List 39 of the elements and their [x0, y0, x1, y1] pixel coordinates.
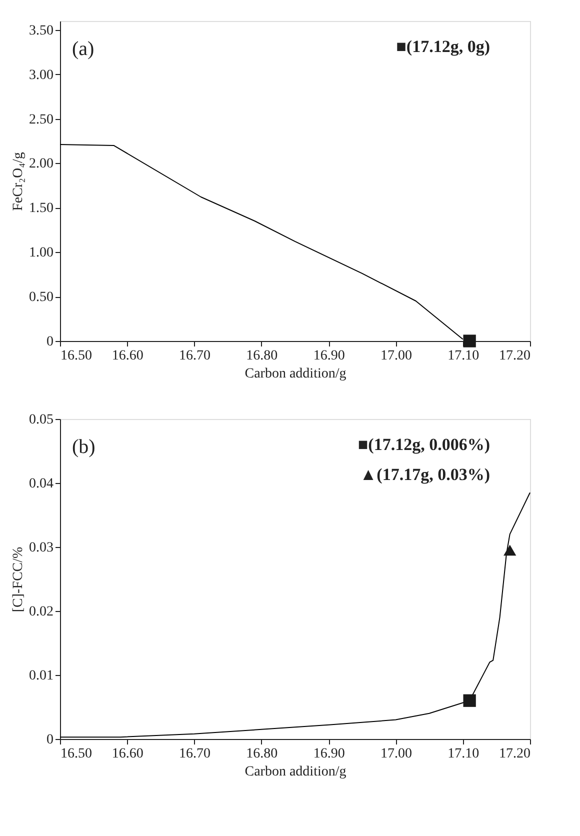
y-tick-label: 0 [46, 334, 54, 350]
x-tick-label: 17.00 [380, 348, 412, 364]
x-tick-label: 17.20 [499, 746, 530, 762]
annotation: (a) [72, 38, 94, 60]
y-axis-title: [C]-FCC/% [11, 546, 26, 612]
x-tick-label: 16.80 [246, 746, 278, 762]
x-tick-label: 16.60 [112, 348, 144, 364]
annotation: ■(17.12g, 0g) [396, 37, 490, 56]
y-tick-label: 3.00 [29, 68, 54, 83]
y-tick-label: 0.03 [29, 540, 54, 556]
x-tick-label: 16.90 [313, 348, 345, 364]
x-tick-label: 17.00 [380, 746, 412, 762]
y-tick-label: 0.50 [29, 290, 54, 306]
y-tick-label: 0.02 [29, 604, 54, 620]
x-tick-label: 17.20 [499, 348, 530, 364]
x-tick-label: 16.70 [179, 348, 211, 364]
y-tick-label: 0.04 [29, 476, 54, 492]
y-tick-label: 1.00 [29, 246, 54, 261]
y-axis-title: FeCr₂O₄/g [11, 152, 26, 211]
x-tick-label: 16.60 [112, 746, 144, 762]
annotation: ■(17.12g, 0.006%) [358, 435, 490, 454]
x-tick-label: 16.90 [313, 746, 345, 762]
x-tick-label: 16.70 [179, 746, 211, 762]
annotation: (b) [72, 436, 96, 458]
x-axis-title: Carbon addition/g [244, 366, 346, 382]
x-axis-title: Carbon addition/g [244, 764, 346, 780]
y-tick-label: 0 [46, 732, 54, 748]
x-tick-label: 17.10 [448, 746, 480, 762]
y-tick-label: 0.05 [29, 412, 54, 428]
y-tick-label: 2.50 [29, 112, 54, 128]
y-tick-label: 1.50 [29, 201, 54, 216]
y-tick-label: 3.50 [29, 23, 54, 38]
x-tick-label: 16.80 [246, 348, 278, 364]
annotation: ▲(17.17g, 0.03%) [360, 465, 490, 484]
y-tick-label: 2.00 [29, 156, 54, 172]
x-tick-label: 16.50 [60, 746, 92, 762]
y-tick-label: 0.01 [29, 668, 54, 684]
x-tick-label: 16.50 [60, 348, 92, 364]
x-tick-label: 17.10 [448, 348, 480, 364]
